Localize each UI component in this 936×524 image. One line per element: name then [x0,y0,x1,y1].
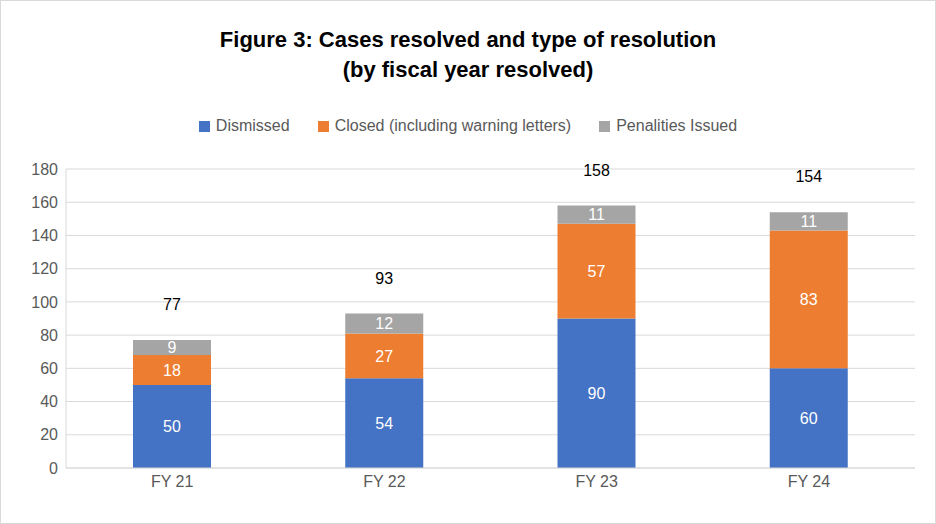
svg-text:11: 11 [800,213,817,230]
svg-text:160: 160 [31,194,58,211]
svg-text:154: 154 [795,168,822,185]
svg-text:0: 0 [49,460,58,477]
svg-text:40: 40 [40,393,58,410]
svg-text:57: 57 [588,263,606,280]
svg-text:180: 180 [31,161,58,178]
svg-text:20: 20 [40,426,58,443]
svg-text:90: 90 [588,385,606,402]
html-text:Dismissed: Dismissed [215,117,290,134]
svg-text:FY 24: FY 24 [788,473,831,490]
svg-text:120: 120 [31,260,58,277]
html-text:Penalities Issued: Penalities Issued [616,117,738,134]
svg-text:77: 77 [163,296,181,313]
svg-text:11: 11 [588,206,605,223]
svg-text:158: 158 [583,162,610,179]
svg-text:50: 50 [163,418,181,435]
svg-text:18: 18 [163,362,181,379]
html-text:Closed (including warning lett: Closed (including warning letters) [334,117,572,134]
svg-text:83: 83 [800,291,818,308]
svg-text:93: 93 [375,270,393,287]
svg-text:27: 27 [375,348,393,365]
svg-text:60: 60 [800,410,818,427]
svg-text:100: 100 [31,294,58,311]
svg-text:54: 54 [375,415,393,432]
svg-text:9: 9 [168,339,177,356]
svg-text:80: 80 [40,327,58,344]
html-text:(by fiscal year resolved): (by fiscal year resolved) [342,57,594,82]
svg-text:60: 60 [40,360,58,377]
svg-text:140: 140 [31,227,58,244]
svg-text:12: 12 [375,315,393,332]
svg-text:FY 21: FY 21 [151,473,194,490]
html-text:Figure 3: Cases resolved and t: Figure 3: Cases resolved and type of res… [219,27,717,52]
svg-text:FY 22: FY 22 [363,473,406,490]
svg-text:FY 23: FY 23 [575,473,618,490]
